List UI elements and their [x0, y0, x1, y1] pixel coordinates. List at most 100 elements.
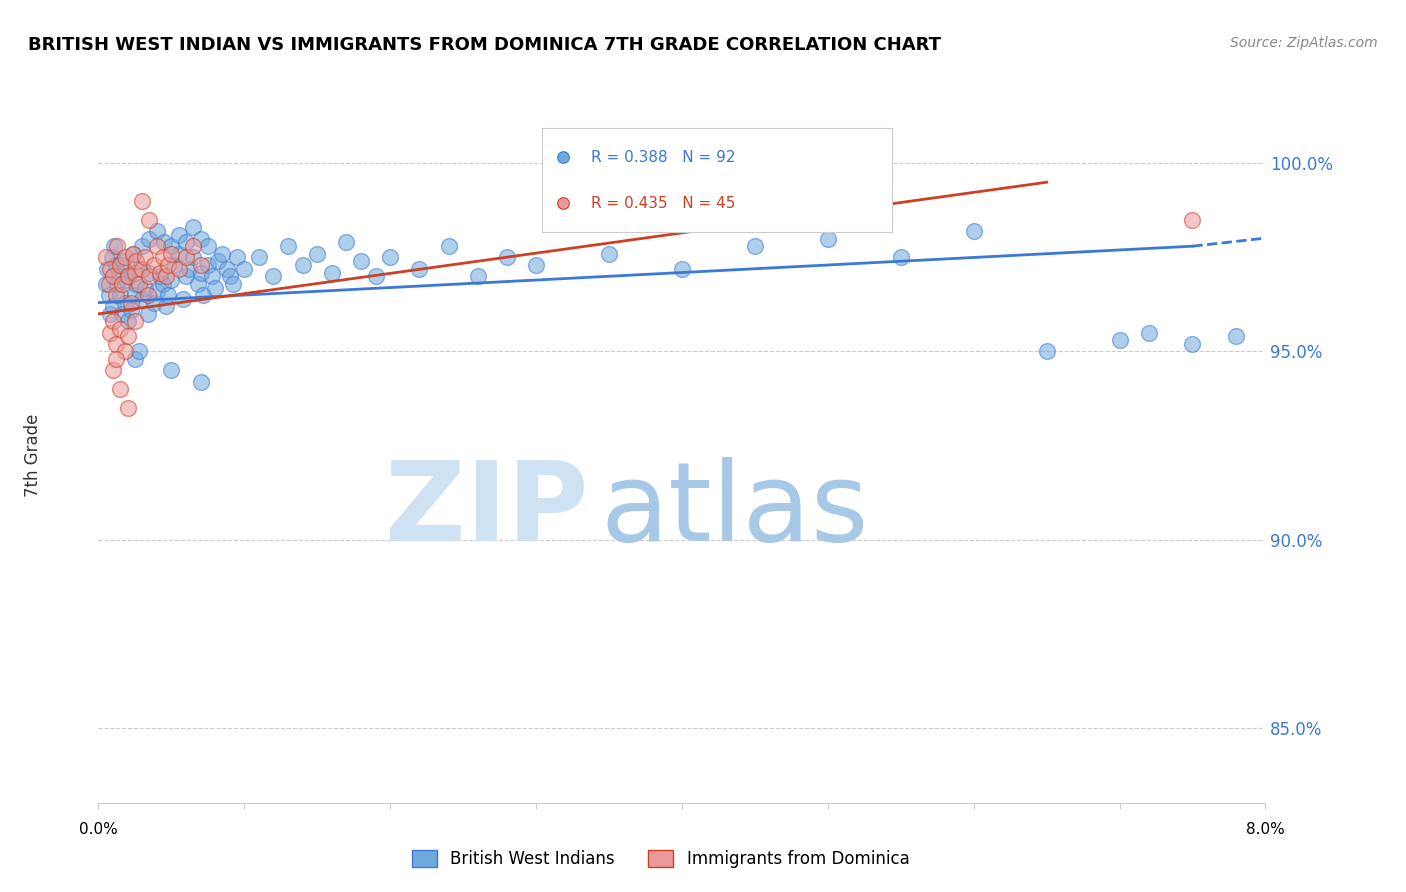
- Point: [364, 269, 387, 284]
- Point: [598, 246, 620, 260]
- Point: [197, 239, 219, 253]
- Point: [291, 258, 314, 272]
- Point: [152, 277, 174, 291]
- Point: [101, 363, 124, 377]
- Point: [221, 277, 243, 291]
- Point: [307, 246, 329, 260]
- Point: [110, 382, 132, 396]
- Point: [122, 246, 145, 260]
- Point: [136, 307, 159, 321]
- Point: [124, 314, 146, 328]
- Point: [138, 269, 160, 284]
- Text: Source: ZipAtlas.com: Source: ZipAtlas.com: [1230, 36, 1378, 50]
- Point: [97, 288, 120, 302]
- Point: [187, 277, 209, 291]
- Point: [138, 232, 160, 246]
- Point: [233, 261, 256, 276]
- Point: [153, 235, 176, 250]
- Text: 0.0%: 0.0%: [79, 822, 118, 837]
- Point: [817, 232, 839, 246]
- Point: [108, 266, 131, 280]
- Point: [215, 261, 238, 276]
- Point: [117, 401, 139, 415]
- Point: [321, 266, 343, 280]
- Point: [335, 235, 357, 250]
- Point: [380, 251, 402, 265]
- Point: [1035, 344, 1057, 359]
- Point: [117, 269, 139, 284]
- Point: [136, 288, 159, 302]
- Point: [1137, 326, 1160, 340]
- Point: [104, 288, 127, 302]
- Point: [226, 251, 249, 265]
- Point: [174, 251, 197, 265]
- Point: [1181, 337, 1204, 351]
- Point: [104, 258, 127, 272]
- Point: [211, 246, 233, 260]
- Point: [114, 251, 136, 265]
- Point: [138, 266, 160, 280]
- Point: [181, 220, 204, 235]
- Point: [131, 194, 153, 208]
- Point: [167, 261, 190, 276]
- Point: [181, 251, 204, 265]
- Point: [120, 303, 142, 318]
- Point: [193, 288, 215, 302]
- Point: [131, 261, 153, 276]
- Point: [146, 239, 169, 253]
- Point: [172, 292, 194, 306]
- Point: [496, 251, 519, 265]
- Point: [451, 833, 474, 847]
- Point: [134, 280, 156, 294]
- Point: [204, 280, 226, 294]
- Point: [157, 288, 180, 302]
- Point: [437, 239, 460, 253]
- Point: [128, 277, 150, 291]
- Point: [190, 266, 212, 280]
- Point: [125, 277, 148, 291]
- Point: [122, 246, 145, 260]
- Point: [117, 269, 139, 284]
- Point: [111, 307, 134, 321]
- Point: [197, 258, 219, 272]
- Point: [177, 261, 200, 276]
- Point: [117, 314, 139, 328]
- Point: [467, 269, 489, 284]
- Point: [128, 261, 150, 276]
- Point: [97, 277, 120, 291]
- Point: [105, 239, 128, 253]
- Point: [157, 258, 180, 272]
- Point: [174, 269, 197, 284]
- Point: [98, 307, 121, 321]
- Point: [138, 212, 160, 227]
- Point: [247, 251, 270, 265]
- Point: [94, 251, 117, 265]
- Point: [110, 258, 132, 272]
- Point: [146, 285, 169, 299]
- Point: [408, 261, 430, 276]
- Point: [128, 344, 150, 359]
- Text: ZIP: ZIP: [385, 457, 589, 564]
- Point: [149, 269, 172, 284]
- Point: [167, 246, 190, 260]
- Point: [1225, 329, 1247, 343]
- Point: [263, 269, 285, 284]
- Point: [890, 251, 912, 265]
- Point: [131, 292, 153, 306]
- Point: [152, 251, 174, 265]
- Point: [131, 239, 153, 253]
- Point: [134, 251, 156, 265]
- Point: [142, 258, 165, 272]
- Point: [190, 232, 212, 246]
- Point: [963, 224, 986, 238]
- Point: [114, 344, 136, 359]
- Point: [124, 266, 146, 280]
- Point: [1181, 212, 1204, 227]
- Point: [174, 235, 197, 250]
- Point: [101, 314, 124, 328]
- Point: [190, 375, 212, 389]
- Point: [744, 239, 766, 253]
- Point: [96, 261, 118, 276]
- Point: [1108, 333, 1130, 347]
- Point: [155, 269, 177, 284]
